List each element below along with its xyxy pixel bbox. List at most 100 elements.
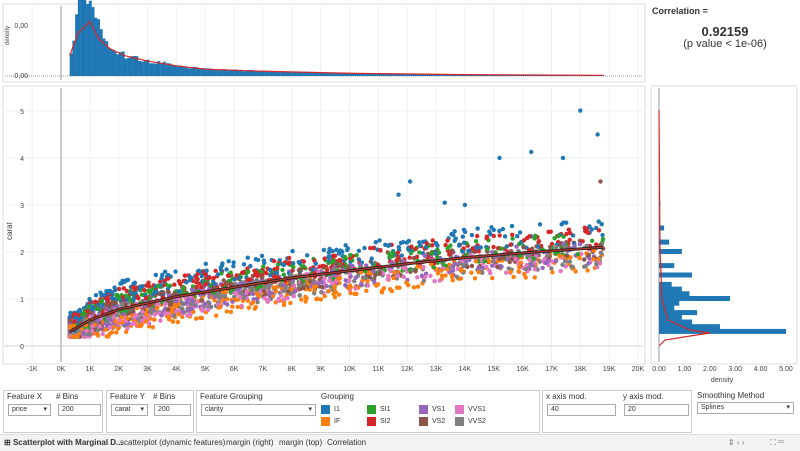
data-point	[239, 303, 244, 309]
top-histogram-bar	[288, 71, 292, 76]
data-point	[99, 298, 105, 303]
data-point	[559, 222, 564, 227]
data-point	[463, 259, 469, 264]
feature-x-select[interactable]: price	[8, 404, 51, 416]
data-point	[497, 228, 502, 234]
data-point	[142, 288, 147, 293]
data-point	[103, 302, 109, 307]
data-point	[128, 297, 133, 302]
legend-swatch-vvs1[interactable]	[455, 405, 464, 414]
data-point	[71, 323, 76, 328]
data-point	[233, 290, 238, 296]
data-point	[137, 284, 142, 290]
data-point	[262, 295, 267, 301]
legend-swatch-vs2[interactable]	[419, 417, 428, 426]
top-histogram-bar	[176, 65, 180, 76]
data-point	[118, 281, 123, 286]
data-point	[264, 270, 269, 276]
data-point	[215, 272, 221, 277]
data-point	[279, 293, 284, 298]
data-point	[326, 288, 332, 294]
top-histogram-bar	[338, 73, 342, 76]
top-histogram-bar	[423, 74, 427, 76]
top-histogram-bar	[110, 49, 114, 76]
data-point	[354, 253, 359, 258]
legend-swatch-vs1[interactable]	[419, 405, 428, 414]
data-point	[358, 262, 363, 267]
data-point	[435, 243, 440, 248]
data-point	[217, 305, 223, 310]
data-point	[68, 324, 73, 329]
data-point	[255, 257, 261, 263]
data-point	[421, 278, 427, 283]
top-histogram-bar	[439, 74, 443, 76]
data-point	[461, 240, 467, 245]
data-point	[173, 299, 179, 304]
top-histogram-bar	[387, 73, 391, 76]
x-tick-label: 12K	[401, 366, 414, 373]
data-point	[219, 271, 224, 276]
tab-margin-right[interactable]: margin (right)	[226, 438, 274, 447]
legend-swatch-i1[interactable]	[321, 405, 330, 414]
top-histogram-bar	[190, 68, 194, 76]
x-mod-input[interactable]: 40	[547, 404, 616, 416]
data-point	[550, 269, 555, 275]
top-histogram-bar	[401, 73, 405, 76]
top-histogram-bar	[91, 7, 95, 76]
top-histogram-bar	[371, 73, 375, 76]
top-histogram-bar	[382, 73, 386, 76]
data-point	[422, 253, 427, 258]
feature-y-select[interactable]: carat	[111, 404, 148, 416]
top-histogram-bar	[286, 71, 290, 76]
nav-arrows-icon[interactable]: ⇕ ‹ ›	[728, 438, 745, 447]
bins-x-input[interactable]: 200	[58, 404, 101, 416]
feature-y-label: Feature Y	[110, 392, 145, 401]
data-point	[230, 299, 235, 304]
data-point	[121, 286, 127, 291]
grouping-select[interactable]: clarity	[201, 404, 316, 416]
data-point	[327, 246, 332, 252]
legend-swatch-vvs2[interactable]	[455, 417, 464, 426]
top-histogram-bar	[316, 72, 320, 76]
data-point	[146, 321, 152, 326]
top-histogram-bar	[113, 51, 117, 76]
top-histogram-bar	[297, 72, 301, 76]
data-point	[466, 248, 471, 254]
data-point	[557, 253, 562, 258]
data-point	[259, 274, 265, 280]
legend-swatch-si2[interactable]	[367, 417, 376, 426]
data-point	[428, 273, 433, 279]
top-histogram-bar	[258, 71, 262, 76]
smoothing-select[interactable]: Splines	[697, 402, 794, 414]
right-histogram-bar	[659, 314, 682, 320]
top-histogram-bar	[140, 61, 144, 76]
data-point	[532, 267, 538, 272]
y-mod-input[interactable]: 20	[624, 404, 689, 416]
legend-swatch-if[interactable]	[321, 417, 330, 426]
top-histogram-bar	[261, 70, 265, 76]
data-point	[395, 250, 401, 255]
top-histogram-bar	[486, 74, 490, 76]
tab-scatterplot-marginal[interactable]: ⊞ Scatterplot with Marginal D...	[4, 438, 123, 447]
tab-margin-top[interactable]: margin (top)	[279, 438, 323, 447]
data-point	[232, 277, 237, 282]
data-point	[415, 264, 420, 269]
top-histogram-bar	[330, 73, 333, 76]
right-histogram-bar	[659, 225, 665, 231]
data-point	[330, 281, 335, 286]
data-point	[347, 278, 352, 284]
data-point	[299, 297, 304, 302]
data-point	[371, 269, 376, 274]
feature-x-panel: Feature X # Bins price 200	[3, 390, 103, 433]
data-point	[187, 274, 193, 280]
data-point	[394, 258, 399, 264]
fullscreen-icon[interactable]: ⛶ ▭	[770, 438, 785, 447]
top-histogram-bar	[203, 68, 207, 76]
tab-correlation[interactable]: Correlation	[327, 438, 367, 447]
data-point	[346, 265, 351, 270]
tab-scatterplot-dynamic[interactable]: scatterplot (dynamic features)	[120, 438, 226, 447]
bins-y-input[interactable]: 200	[154, 404, 191, 416]
data-point	[75, 334, 80, 339]
data-point	[193, 274, 199, 280]
legend-swatch-si1[interactable]	[367, 405, 376, 414]
